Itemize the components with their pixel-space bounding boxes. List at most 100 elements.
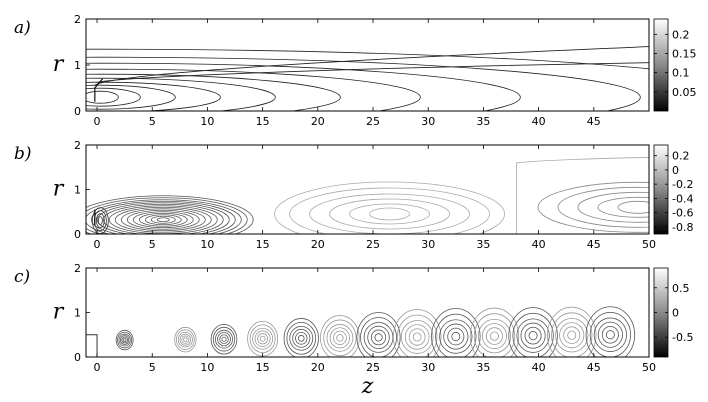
x-tick-label: 5 [149,361,156,374]
colorbar-tick-label: 0.1 [672,67,690,80]
contour-line [349,203,430,225]
x-tick-label: 5 [149,238,156,251]
y-tick-label: 2 [74,262,81,275]
contour-line [563,326,581,344]
contour-line [469,307,520,357]
contour-line [86,77,276,111]
contour-lines [86,306,636,357]
contour-line [86,48,649,70]
contour-line [439,319,473,354]
contour-line [90,200,236,234]
contour-line [508,307,558,357]
contour-line [179,333,192,346]
contour-line [86,68,421,111]
contour-line [363,322,394,353]
contour-line [605,330,615,340]
x-tick-label: 5 [149,115,156,128]
x-tick-label: 25 [366,361,380,374]
x-tick-label: 45 [587,238,601,251]
colorbar: 0.20-0.2-0.4 -0.6-0.8 [653,144,693,235]
contour-line [589,311,632,357]
contour-line [96,62,649,83]
contour-line [485,327,503,345]
y-tick-labels: 0 1 2 [74,139,81,241]
contour-line [212,326,236,352]
contour-line [431,308,481,357]
contour-line [559,322,585,349]
contour-line [86,195,254,234]
contour-line [215,329,233,349]
contour-line [336,334,344,342]
contour-line [333,330,347,345]
contour-line [150,215,176,224]
x-tick-labels: 0 5 10 15 20 25 30 35 40 45 50 [94,238,656,251]
colorbar-gradient [653,18,669,112]
contour-line [221,336,227,342]
contour-line [295,331,308,345]
panel-label: c) [14,267,30,287]
x-tick-label: 25 [366,238,380,251]
contour-line [254,330,271,347]
x-tick-label: 40 [532,361,546,374]
x-tick-label: 35 [476,361,490,374]
x-tick-label: 50 [642,238,656,251]
contour-line [367,325,390,350]
panel-a: 0 5 10 15 20 25 30 35 40 45 0 1 2 r a) 0.2 0.15 0.1 0.05 [14,13,697,128]
x-tick-label: 10 [200,115,214,128]
axes-frame [85,18,650,112]
x-tick-label: 30 [421,361,435,374]
colorbar-tick-label: 0.2 [672,28,690,41]
contour-line [210,323,238,355]
contour-line [252,327,274,350]
contour-lines [86,46,649,111]
contour-line [557,186,649,228]
x-tick-label: 15 [256,361,270,374]
x-tick-label: 15 [256,238,270,251]
x-tick-labels: 0 5 10 15 20 25 30 35 40 45 [94,115,601,128]
contour-line [95,213,105,229]
contour-line [537,181,649,233]
contour-line [528,331,538,341]
x-tick-label: 10 [200,361,214,374]
contour-line [259,335,266,342]
axes-frame [85,267,650,358]
contour-line [247,320,279,357]
x-tick-label: 45 [587,361,601,374]
contour-line [286,322,317,355]
panel-c: 0 5 10 15 20 25 30 35 40 45 50 0 1 2 r c) z 0.5 0 -0.5 [14,262,693,399]
contour-line [477,318,512,354]
x-tick-label: 15 [256,115,270,128]
contour-line [257,333,269,345]
contour-line [86,73,341,111]
colorbar-tick-label: -0.5 [672,331,693,344]
contour-line [435,313,477,357]
contour-line [617,200,649,214]
y-tick-labels: 0 1 2 [74,262,81,364]
y-tick-label: 1 [74,59,81,72]
contour-line [144,214,182,226]
contour-line [593,317,627,352]
contour-line [289,187,490,234]
contour-line [102,203,224,234]
contour-line [122,338,127,342]
colorbar-tick-label: 0.2 [672,150,690,163]
colorbar: 0.5 0 -0.5 [653,267,693,358]
contour-line [516,318,550,353]
contour-line [326,324,354,352]
y-tick-labels: 0 1 2 [74,13,81,118]
contour-line [117,331,133,349]
x-tick-label: 25 [366,115,380,128]
x-tick-label: 40 [532,238,546,251]
contour-line [292,328,311,348]
contour-line [520,322,546,349]
contour-line [177,331,193,348]
contour-line [360,317,397,357]
contour-line [555,317,589,353]
colorbar-tick-label: 0.05 [672,86,697,99]
contour-line [156,217,170,223]
x-tick-label: 40 [532,115,546,128]
contour-line [597,321,623,348]
contour-line [176,329,195,350]
contour-line [309,193,470,234]
